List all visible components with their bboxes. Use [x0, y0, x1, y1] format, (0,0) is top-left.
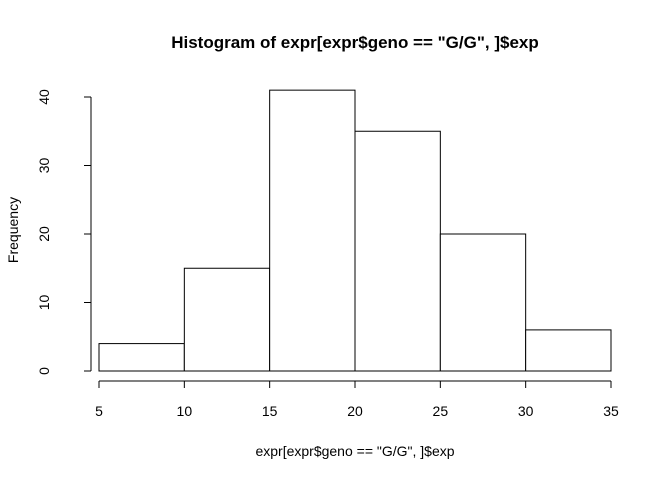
- histogram-bar-5-10: [98, 343, 185, 372]
- bars-group: [98, 89, 612, 372]
- y-tick-label-20: 20: [36, 226, 52, 242]
- x-tick-label-10: 10: [177, 403, 193, 419]
- y-tick-label-30: 30: [36, 158, 52, 174]
- histogram-bar-25-30: [439, 233, 527, 372]
- y-axis: 0 10 20 30 40: [36, 89, 92, 375]
- histogram-bar-20-25: [354, 130, 441, 372]
- x-tick-label-15: 15: [262, 403, 278, 419]
- y-tick-label-10: 10: [36, 295, 52, 311]
- y-tick-label-40: 40: [36, 89, 52, 105]
- chart-title: Histogram of expr[expr$geno == "G/G", ]$…: [171, 33, 539, 52]
- histogram-bar-10-15: [183, 267, 271, 372]
- y-axis-label: Frequency: [5, 197, 21, 263]
- x-tick-label-5: 5: [95, 403, 103, 419]
- y-tick-label-0: 0: [36, 367, 52, 375]
- x-tick-label-20: 20: [347, 403, 363, 419]
- x-axis-label: expr[expr$geno == "G/G", ]$exp: [255, 443, 454, 459]
- x-axis: 5 10 15 20 25 30 35: [95, 380, 619, 419]
- x-tick-label-35: 35: [603, 403, 619, 419]
- x-tick-label-25: 25: [433, 403, 449, 419]
- histogram-bar-15-20: [269, 89, 356, 372]
- x-tick-label-30: 30: [518, 403, 534, 419]
- histogram-bar-30-35: [525, 329, 612, 372]
